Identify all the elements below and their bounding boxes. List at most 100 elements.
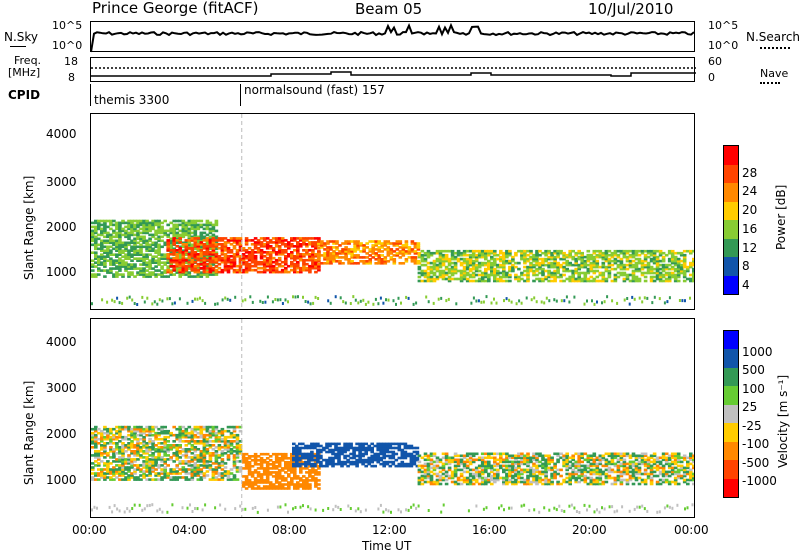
velocity-cell — [94, 442, 98, 445]
power-cell — [103, 261, 107, 264]
velocity-cell — [565, 456, 569, 460]
power-cell — [477, 269, 482, 273]
velocity-cell — [520, 456, 524, 460]
velocity-cell — [535, 476, 539, 480]
power-cell — [499, 279, 503, 283]
velocity-cell — [256, 487, 261, 490]
velocity-cell — [109, 440, 113, 443]
velocity-cell — [226, 442, 231, 445]
power-cell — [172, 229, 176, 233]
power-cell — [184, 266, 189, 270]
velocity-cell — [142, 431, 146, 435]
velocity-cell — [106, 437, 110, 441]
power-cell — [413, 250, 418, 253]
power-cell — [401, 244, 406, 247]
power-cell — [670, 261, 675, 265]
velocity-cell — [187, 433, 192, 437]
velocity-cell — [247, 467, 252, 470]
power-ground-cell — [653, 295, 656, 299]
velocity-cell — [400, 448, 405, 452]
power-cell — [305, 262, 309, 266]
power-cell — [268, 260, 273, 264]
velocity-cell — [202, 437, 207, 441]
power-cell — [520, 255, 524, 259]
power-cell — [637, 261, 642, 265]
velocity-cell — [187, 448, 192, 451]
velocity-cell — [142, 450, 146, 453]
power-cell — [193, 235, 198, 239]
power-cell — [256, 266, 261, 270]
velocity-cell — [391, 452, 396, 456]
velocity-cell — [136, 425, 140, 429]
velocity-cell — [456, 462, 461, 466]
power-cell — [103, 251, 107, 254]
velocity-cell — [370, 454, 374, 458]
power-cell — [652, 249, 657, 253]
velocity-cell — [142, 472, 146, 475]
velocity-cell — [226, 474, 231, 477]
power-cell — [453, 265, 458, 269]
power-cell — [115, 223, 119, 227]
velocity-cell — [403, 464, 408, 468]
velocity-cell — [112, 437, 116, 441]
power-cell — [571, 275, 575, 279]
velocity-cell — [429, 478, 434, 482]
velocity-cell — [574, 464, 578, 468]
power-ground-cell — [362, 298, 365, 302]
power-cell — [368, 254, 372, 257]
velocity-cell — [435, 480, 440, 484]
power-cell — [172, 239, 176, 242]
velocity-cell — [214, 470, 219, 473]
power-cell — [616, 249, 621, 253]
velocity-cell — [265, 469, 270, 472]
velocity-cell — [115, 470, 119, 473]
power-cell — [526, 277, 530, 281]
velocity-cell — [214, 458, 219, 461]
velocity-cell — [244, 483, 249, 486]
velocity-cell — [175, 458, 179, 461]
velocity-cell — [112, 478, 116, 481]
velocity-cell — [313, 462, 317, 466]
velocity-cell — [346, 448, 350, 452]
velocity-cell — [265, 467, 270, 470]
power-cell — [676, 265, 681, 269]
power-cell — [302, 268, 306, 272]
power-cell — [91, 231, 95, 235]
power-cell — [604, 265, 609, 269]
velocity-cell — [502, 460, 506, 464]
velocity-cell — [160, 476, 164, 479]
power-cell — [133, 253, 137, 256]
velocity-cell — [175, 446, 179, 449]
velocity-cell — [429, 476, 434, 480]
velocity-cell — [178, 425, 182, 429]
power-cell — [574, 257, 578, 261]
power-cell — [610, 255, 615, 259]
power-ground-cell — [663, 301, 666, 305]
velocity-cell — [571, 470, 575, 474]
velocity-cell — [94, 427, 98, 431]
power-cell — [438, 253, 443, 257]
velocity-cell — [214, 472, 219, 475]
power-cell — [133, 223, 137, 227]
velocity-cell — [550, 474, 554, 478]
velocity-cell — [202, 433, 207, 437]
power-cell — [532, 269, 536, 273]
power-cell — [214, 239, 219, 242]
power-cb-tick-28: 28 — [742, 166, 758, 180]
velocity-cell — [109, 427, 113, 431]
power-cell — [592, 255, 597, 259]
power-cell — [347, 262, 351, 265]
velocity-cell — [514, 480, 518, 484]
power-cell — [280, 253, 285, 256]
velocity-cell — [577, 476, 581, 480]
power-cell — [139, 227, 143, 231]
velocity-cell — [296, 481, 300, 484]
velocity-cell — [308, 473, 312, 476]
power-cell — [493, 251, 497, 255]
power-cell — [329, 256, 333, 259]
velocity-cell — [160, 468, 164, 471]
power-cell — [305, 239, 309, 242]
power-cell — [181, 221, 186, 225]
power-cell — [568, 255, 572, 259]
velocity-cell — [160, 460, 164, 463]
